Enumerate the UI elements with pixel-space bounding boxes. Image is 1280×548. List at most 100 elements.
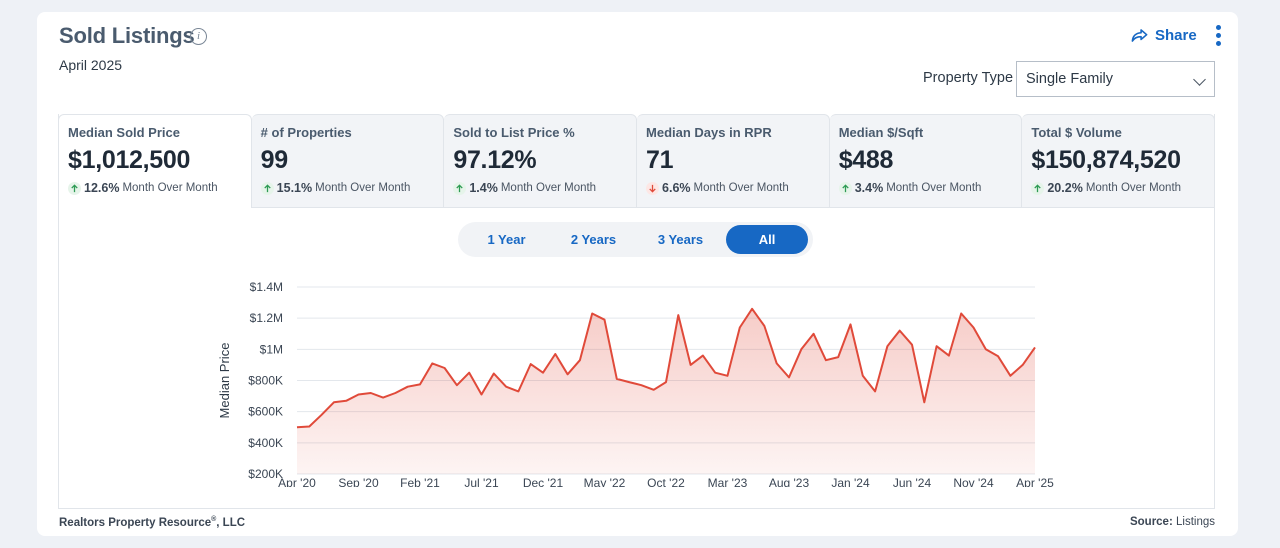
data-point [775, 362, 778, 365]
registered-mark: ® [211, 516, 217, 523]
tile-label: Total $ Volume [1031, 125, 1122, 140]
range-1-year[interactable]: 1 Year [487, 232, 526, 247]
arrow-down-icon [646, 181, 660, 195]
data-point [554, 353, 557, 356]
data-point [419, 383, 422, 386]
data-point [837, 356, 840, 359]
data-point [1034, 346, 1037, 349]
time-range-toggle: 1 Year 2 Years 3 Years All [458, 222, 813, 257]
attribution: Realtors Property Resource®, LLC [59, 516, 245, 529]
tile-sold-to-list-price[interactable]: Sold to List Price % 97.12% 1.4% Month O… [444, 114, 638, 208]
data-point [861, 374, 864, 377]
data-point [566, 373, 569, 376]
data-point [972, 326, 975, 329]
data-point [369, 392, 372, 395]
page-title: Sold Listings [59, 23, 195, 48]
data-point [763, 325, 766, 328]
tile-median-price-per-sqft[interactable]: Median $/Sqft $488 3.4% Month Over Month [829, 114, 1023, 208]
x-tick-label: Jan '24 [831, 476, 870, 487]
tile-change-period: Month Over Month [886, 182, 982, 194]
y-tick-label: $600K [248, 405, 283, 419]
tile-total-volume[interactable]: Total $ Volume $150,874,520 20.2% Month … [1022, 114, 1216, 208]
tile-change-value: 6.6% [662, 181, 691, 195]
data-point [456, 384, 459, 387]
data-point [702, 354, 705, 357]
data-point [874, 390, 877, 393]
range-3-years[interactable]: 3 Years [657, 232, 704, 247]
tile-label: Median Sold Price [68, 125, 180, 140]
data-point [382, 396, 385, 399]
data-point [960, 312, 963, 315]
tile-label: Median $/Sqft [838, 125, 924, 140]
tile-change-value: 3.4% [854, 181, 884, 195]
data-point [480, 393, 483, 396]
data-point [689, 364, 692, 367]
arrow-up-icon [1031, 181, 1045, 195]
chart-panel [58, 114, 1215, 509]
data-point [640, 384, 643, 387]
data-point [517, 390, 520, 393]
chevron-down-icon [1193, 73, 1206, 86]
x-tick-label: Feb '21 [400, 476, 440, 487]
tile-median-sold-price[interactable]: Median Sold Price $1,012,500 12.6% Month… [58, 114, 252, 208]
range-all[interactable]: All [726, 225, 808, 254]
x-tick-label: Nov '24 [953, 476, 994, 487]
data-point [923, 401, 926, 404]
info-icon[interactable]: i [190, 28, 207, 45]
data-point [726, 374, 729, 377]
tile-change: 15.1% Month Over Month [260, 181, 435, 195]
tile-change: 20.2% Month Over Month [1031, 181, 1205, 195]
tile-median-days[interactable]: Median Days in RPR 71 6.6% Month Over Mo… [637, 114, 830, 208]
data-point [788, 376, 791, 379]
share-button[interactable]: Share [1130, 26, 1197, 45]
data-point [603, 318, 606, 321]
series-area [297, 308, 1035, 474]
data-point [542, 371, 545, 374]
data-point [1009, 374, 1012, 377]
tile-value: 97.12% [453, 146, 537, 174]
data-point [652, 388, 655, 391]
data-point [751, 307, 754, 310]
y-tick-label: $400K [248, 436, 283, 450]
data-point [812, 332, 815, 335]
x-tick-label: Jun '24 [893, 476, 932, 487]
range-2-years[interactable]: 2 Years [570, 232, 617, 247]
data-point [443, 367, 446, 370]
data-point [935, 345, 938, 348]
data-point [468, 371, 471, 374]
tile-value: $150,874,520 [1031, 146, 1181, 174]
x-tick-label: Dec '21 [523, 476, 564, 487]
report-period: April 2025 [59, 57, 123, 73]
data-point [505, 385, 508, 388]
data-point [333, 401, 336, 404]
tile-label: Sold to List Price % [453, 125, 575, 140]
data-source: Source: Listings [1130, 516, 1215, 528]
tile-change-value: 15.1% [276, 181, 313, 195]
x-tick-label: May '22 [584, 476, 626, 487]
tile-label: Median Days in RPR [646, 125, 772, 140]
data-point [997, 355, 1000, 358]
tile-change-period: Month Over Month [693, 182, 789, 194]
data-point [591, 312, 594, 315]
x-tick-label: Oct '22 [647, 476, 685, 487]
attribution-suffix: , LLC [216, 516, 246, 529]
property-type-select[interactable]: Single Family [1016, 61, 1215, 97]
y-tick-label: $1.4M [250, 280, 283, 294]
more-options-icon[interactable] [1211, 25, 1225, 47]
data-point [529, 363, 532, 366]
data-point [911, 343, 914, 346]
tile-change: 12.6% Month Over Month [68, 181, 242, 195]
arrow-up-icon [453, 181, 467, 195]
tile-change-period: Month Over Month [500, 182, 597, 194]
tile-number-of-properties[interactable]: # of Properties 99 15.1% Month Over Mont… [251, 114, 445, 208]
data-point [886, 345, 889, 348]
tile-change-value: 12.6% [84, 181, 120, 195]
data-point [492, 372, 495, 375]
metric-tiles: Median Sold Price $1,012,500 12.6% Month… [58, 114, 1216, 208]
data-point [738, 326, 741, 329]
property-type-value: Single Family [1026, 71, 1114, 87]
arrow-up-icon [838, 181, 852, 195]
data-point [615, 378, 618, 381]
sold-listings-card: Sold Listings i April 2025 Share Propert… [37, 12, 1238, 536]
data-point [984, 348, 987, 351]
